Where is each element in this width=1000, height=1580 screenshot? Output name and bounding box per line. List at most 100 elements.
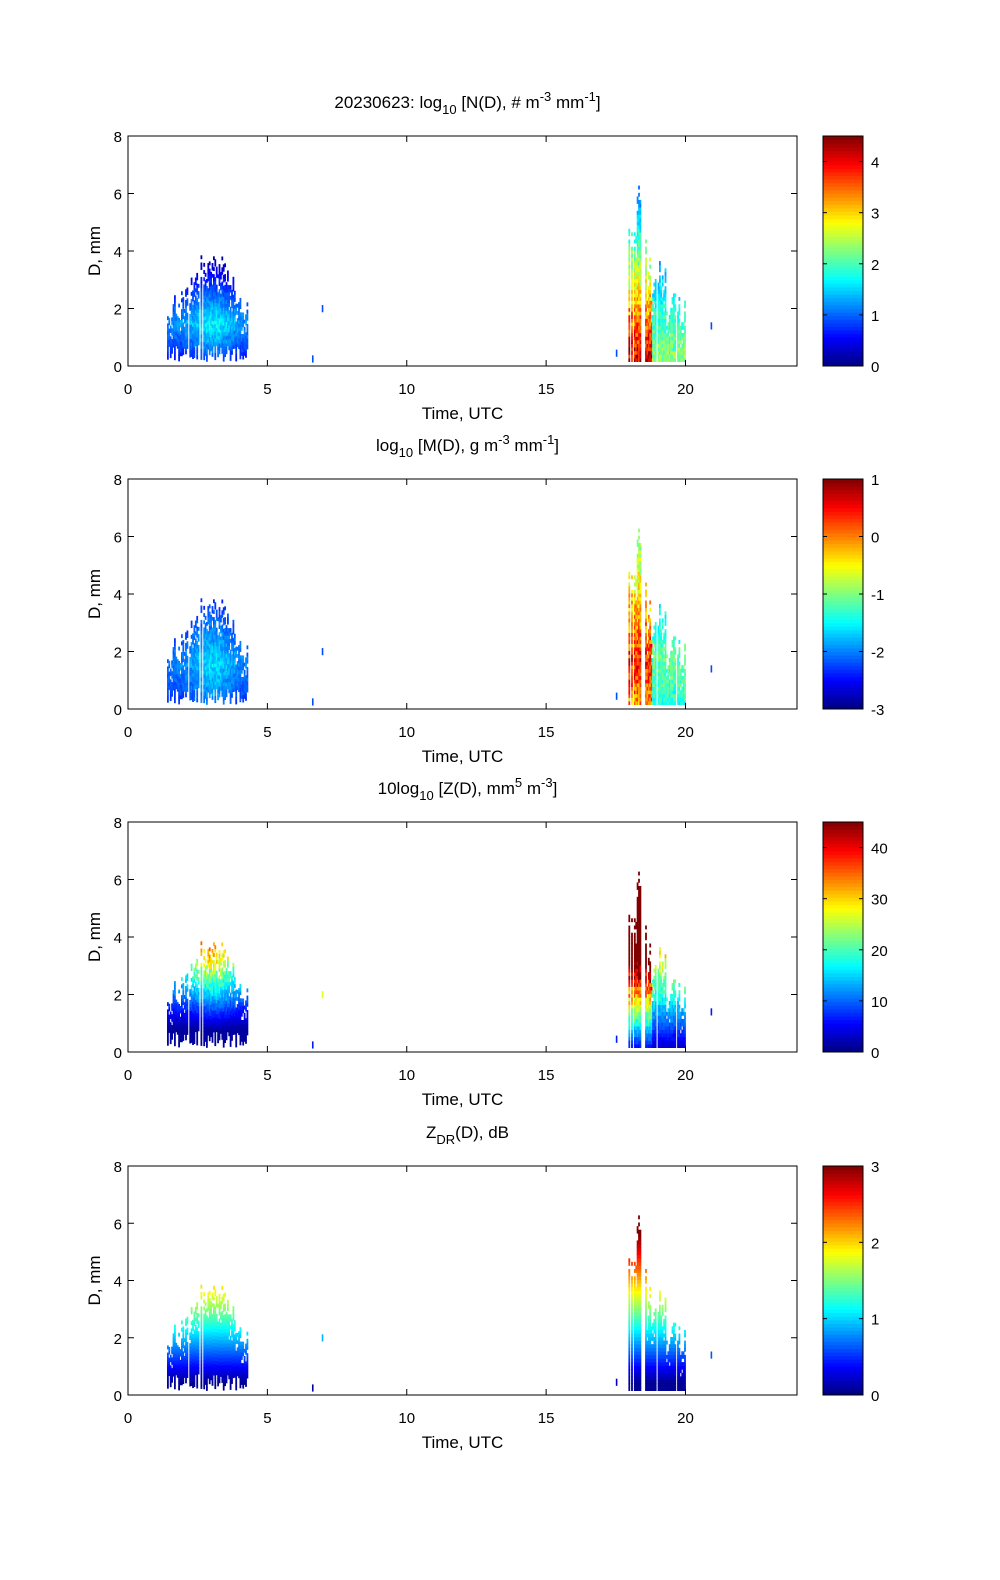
heatmap-cell <box>639 886 642 890</box>
heatmap-cell <box>208 954 211 959</box>
colorbar-swatch <box>823 136 863 141</box>
heatmap-cell <box>239 301 242 306</box>
heatmap-cell <box>197 1016 200 1021</box>
heatmap-cell <box>207 338 210 343</box>
heatmap-cell <box>232 655 235 660</box>
heatmap-cell <box>168 335 171 340</box>
heatmap-cell <box>194 309 197 314</box>
heatmap-cell <box>664 343 667 348</box>
heatmap-cell <box>657 683 660 687</box>
heatmap-cell <box>661 347 664 352</box>
heatmap-cell <box>668 325 671 330</box>
heatmap-cell <box>649 282 652 287</box>
heatmap-cell <box>635 943 638 948</box>
heatmap-cell <box>633 279 636 283</box>
heatmap-cell <box>654 636 657 641</box>
heatmap-cell <box>639 936 642 941</box>
heatmap-cell <box>628 1029 631 1034</box>
heatmap-cell <box>200 323 203 328</box>
heatmap-cell <box>661 297 664 301</box>
heatmap-cell <box>174 324 176 328</box>
heatmap-cell <box>233 312 236 317</box>
heatmap-cell <box>200 255 203 260</box>
heatmap-cell <box>657 297 660 301</box>
heatmap-cell <box>647 983 650 987</box>
heatmap-cell <box>636 954 639 959</box>
heatmap-cell <box>225 625 228 629</box>
heatmap-cell <box>207 963 210 968</box>
heatmap-cell <box>660 686 663 691</box>
heatmap-cell <box>231 329 233 334</box>
heatmap-cell <box>654 643 657 648</box>
heatmap-cell <box>239 1005 242 1010</box>
heatmap-cell <box>232 287 235 292</box>
heatmap-cell <box>192 998 194 1002</box>
heatmap-cell <box>213 978 215 983</box>
heatmap-cell <box>189 992 192 997</box>
heatmap-cell <box>210 279 212 283</box>
heatmap-cell <box>653 668 656 673</box>
colorbar-swatch <box>823 161 863 166</box>
heatmap-cell <box>635 975 638 980</box>
heatmap-cell <box>211 609 214 614</box>
heatmap-cell <box>231 311 233 316</box>
heatmap-cell <box>645 1040 647 1045</box>
heatmap-cell <box>196 619 199 624</box>
heatmap-cell <box>239 323 242 327</box>
heatmap-cell <box>185 1004 187 1008</box>
heatmap-cell <box>225 307 228 312</box>
heatmap-cell <box>663 354 665 359</box>
heatmap-cell <box>196 691 199 696</box>
heatmap-cell <box>661 315 664 319</box>
heatmap-cell <box>217 1021 219 1026</box>
heatmap-cell <box>652 1040 654 1045</box>
heatmap-cell <box>210 640 212 644</box>
heatmap-cell <box>221 288 224 293</box>
heatmap-cell <box>631 675 633 680</box>
heatmap-cell <box>213 610 215 614</box>
colorbar-swatch <box>823 236 863 241</box>
heatmap-cell <box>229 631 232 636</box>
heatmap-cell <box>190 674 193 679</box>
heatmap-cell <box>636 614 639 619</box>
heatmap-cell <box>638 271 640 276</box>
heatmap-cell <box>679 683 682 687</box>
heatmap-cell <box>645 307 647 312</box>
heatmap-cell <box>175 667 178 672</box>
heatmap-cell <box>649 693 652 698</box>
heatmap-cell <box>218 1000 221 1005</box>
y-tick-label: 4 <box>114 244 122 261</box>
heatmap-cell <box>647 304 650 309</box>
y-tick-label: 8 <box>114 472 122 489</box>
heatmap-cell <box>233 1030 236 1035</box>
heatmap-cell <box>631 1004 633 1009</box>
heatmap-cell <box>663 289 665 294</box>
heatmap-cell <box>668 679 671 684</box>
heatmap-cell <box>649 1011 652 1016</box>
heatmap-cell <box>633 350 636 355</box>
heatmap-cell <box>190 624 193 629</box>
heatmap-cell <box>636 578 639 583</box>
heatmap-cell <box>193 628 196 633</box>
heatmap-cell <box>236 1025 239 1030</box>
heatmap-cell <box>229 357 232 361</box>
heatmap-cell <box>206 1026 208 1030</box>
heatmap-cell <box>207 977 210 982</box>
heatmap-cell <box>178 332 180 337</box>
heatmap-cell <box>213 989 215 993</box>
heatmap-cell <box>192 315 194 320</box>
heatmap-cell <box>639 568 642 572</box>
heatmap-cell <box>189 317 192 322</box>
heatmap-cell <box>194 638 197 643</box>
heatmap-cell <box>220 308 222 312</box>
heatmap-cell <box>654 336 657 341</box>
heatmap-cell <box>215 992 218 997</box>
heatmap-cell <box>649 318 652 323</box>
heatmap-cell <box>638 1015 640 1020</box>
y-tick-label: 2 <box>114 645 122 662</box>
heatmap-cell <box>628 1011 631 1016</box>
heatmap-cell <box>192 1008 194 1013</box>
heatmap-cell <box>215 988 218 993</box>
heatmap-cell <box>657 325 660 330</box>
heatmap-cell <box>178 321 180 326</box>
